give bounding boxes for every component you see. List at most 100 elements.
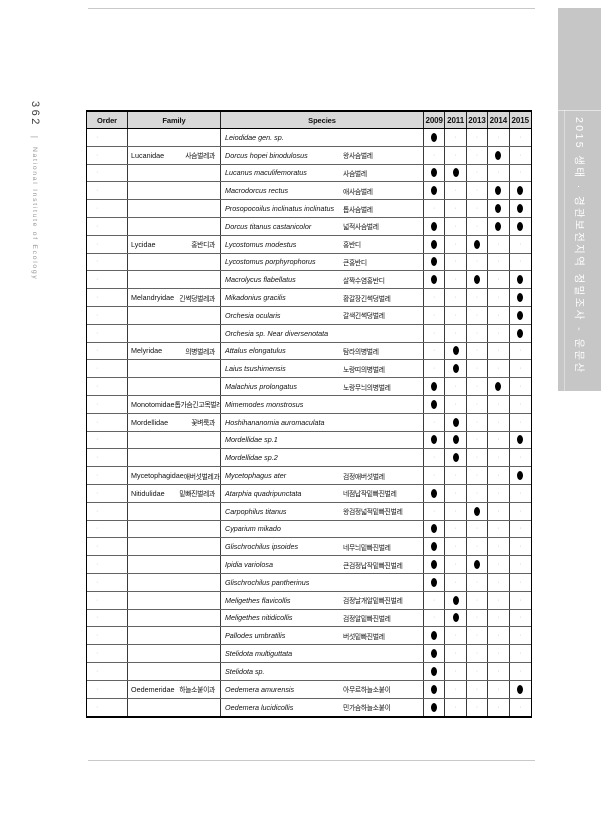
year-cell-2009: · <box>424 324 446 342</box>
year-cell-2015: · <box>510 645 531 662</box>
year-cell-2015: · <box>510 521 531 538</box>
species-latin: Orchesia ocularis <box>225 310 281 320</box>
family-cell <box>128 573 221 591</box>
year-cell-2015: · <box>510 343 531 360</box>
species-latin: Mimemodes monstrosus <box>225 399 304 409</box>
presence-dot <box>431 435 438 445</box>
species-cell: Prosopocoilus inclinatus inclinatus 톱사슴벌… <box>221 200 424 217</box>
order-cell: · <box>87 378 128 395</box>
year-cell-2013: · <box>467 306 489 324</box>
species-latin: Ipidia variolosa <box>225 560 273 570</box>
year-cell-2015: · <box>510 592 531 609</box>
year-cell-2009 <box>424 573 446 591</box>
order-cell: · <box>87 200 128 217</box>
year-cell-2013: · <box>467 182 489 200</box>
family-cell <box>128 324 221 342</box>
order-cell: · <box>87 235 128 253</box>
year-cell-2009 <box>424 431 446 449</box>
year-cell-2011: · <box>445 182 467 200</box>
empty-mark: · <box>497 596 500 604</box>
order-cell: · <box>87 164 128 182</box>
year-cell-2014: · <box>488 271 510 289</box>
presence-dot <box>495 204 502 214</box>
year-cell-2009 <box>424 627 446 645</box>
year-cell-2015 <box>510 200 531 217</box>
empty-mark: · <box>497 240 500 248</box>
year-cell-2013: · <box>467 431 489 449</box>
family-cell: Mycetophagidae 애버섯벌레과 <box>128 467 221 484</box>
family-latin: Lucanidae <box>131 150 165 160</box>
empty-mark: · <box>96 596 99 604</box>
year-cell-2015 <box>510 182 531 199</box>
year-cell-2009 <box>424 253 446 271</box>
species-cell: Dorcus hopei binodulosus 왕사슴벌레 <box>221 146 424 164</box>
year-cell-2013: · <box>467 627 489 645</box>
year-cell-2011: · <box>445 324 467 342</box>
year-cell-2013: · <box>467 324 489 342</box>
year-cell-2011: · <box>445 395 467 413</box>
year-cell-2009 <box>424 662 446 680</box>
species-cell: Leiodidae gen. sp. <box>221 129 424 146</box>
year-cell-2014: · <box>488 680 510 698</box>
empty-mark: · <box>433 347 436 355</box>
presence-dot <box>431 186 438 196</box>
year-cell-2015 <box>510 432 531 449</box>
year-cell-2013: · <box>467 360 489 378</box>
order-cell: · <box>87 146 128 164</box>
family-cell <box>128 520 221 538</box>
family-cell: Oedemeridae 하늘소붙이과 <box>128 680 221 698</box>
year-cell-2011: · <box>445 200 467 217</box>
empty-mark: · <box>454 400 457 408</box>
species-latin: Orchesia sp. Near diversenotata <box>225 328 329 338</box>
order-cell: · <box>87 467 128 484</box>
presence-dot <box>431 168 438 178</box>
presence-dot <box>495 382 502 392</box>
year-cell-2009: · <box>424 449 446 467</box>
empty-mark: · <box>519 400 522 408</box>
year-cell-2009: · <box>424 306 446 324</box>
year-cell-2014: · <box>488 698 510 717</box>
year-cell-2011: · <box>445 627 467 645</box>
presence-dot <box>495 221 502 231</box>
species-cell: Carpophilus titanus 왕검정넓적밑빠진벌레 <box>221 502 424 520</box>
margin-note: National Institute of Ecology <box>31 146 39 281</box>
empty-mark: · <box>497 685 500 693</box>
year-cell-2015: · <box>510 378 531 395</box>
table-row: · Lycostomus porphyrophorus 큰홍반디 · · · · <box>87 253 531 272</box>
empty-mark: · <box>96 347 99 355</box>
empty-mark: · <box>519 489 522 497</box>
presence-dot <box>431 649 438 658</box>
year-cell-2009: · <box>424 146 446 164</box>
sidebar-divider-vertical <box>564 110 565 391</box>
species-cell: Macrodorcus rectus 애사슴벌레 <box>221 182 424 200</box>
species-latin: Macrodorcus rectus <box>225 186 289 196</box>
table-row: · Oedemeridae 하늘소붙이과 Oedemera amurensis … <box>87 680 531 699</box>
table-body: · Leiodidae gen. sp. · · · · · Lucanidae… <box>87 129 531 717</box>
family-latin: Lycidae <box>131 239 156 249</box>
order-cell: · <box>87 431 128 449</box>
year-cell-2015 <box>510 681 531 698</box>
empty-mark: · <box>96 400 99 408</box>
empty-mark: · <box>454 667 457 675</box>
empty-mark: · <box>433 614 436 622</box>
species-latin: Stelidota multiguttata <box>225 649 293 658</box>
year-cell-2014 <box>488 378 510 395</box>
presence-dot <box>431 488 438 498</box>
species-korean: 검정애버섯벌레 <box>343 473 385 481</box>
header-year-2011: 2011 <box>445 112 467 128</box>
family-cell <box>128 182 221 200</box>
year-cell-2015: · <box>510 449 531 466</box>
empty-mark: · <box>475 578 479 586</box>
empty-mark: · <box>433 472 436 480</box>
presence-dot <box>452 613 459 623</box>
empty-mark: · <box>454 383 457 391</box>
presence-dot <box>431 684 438 694</box>
species-korean: 홍반디 <box>343 242 361 250</box>
empty-mark: · <box>96 276 99 284</box>
empty-mark: · <box>96 294 99 302</box>
year-cell-2013: · <box>467 538 489 556</box>
year-cell-2014: · <box>488 591 510 609</box>
empty-mark: · <box>96 507 99 515</box>
year-cell-2009 <box>424 164 446 182</box>
presence-dot <box>517 293 524 303</box>
